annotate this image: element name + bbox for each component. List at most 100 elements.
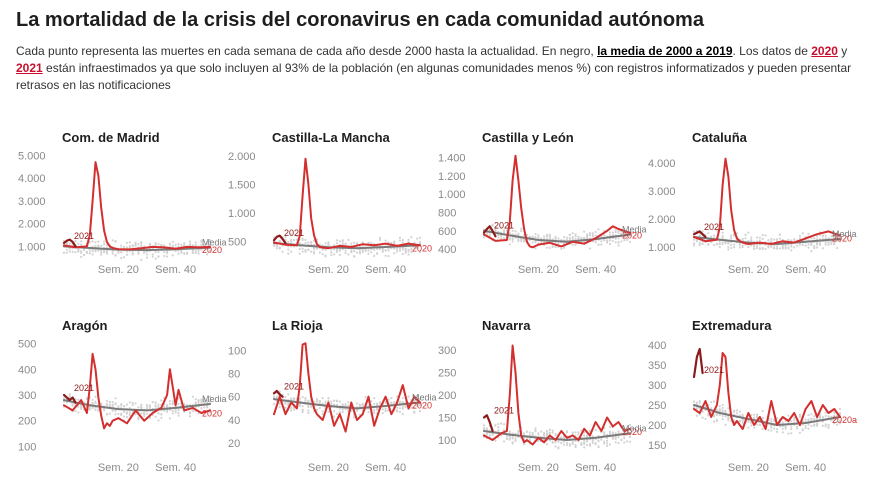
history-point: [395, 406, 399, 409]
history-point: [755, 415, 759, 418]
history-point: [168, 417, 172, 420]
page-title: La mortalidad de la crisis del coronavir…: [16, 9, 704, 31]
history-point: [574, 445, 577, 449]
history-point: [698, 234, 701, 237]
history-point: [707, 232, 710, 235]
history-point: [617, 430, 620, 433]
history-point: [554, 432, 557, 435]
history-point: [114, 240, 117, 243]
history-point: [410, 250, 413, 254]
history-point: [577, 431, 580, 434]
history-point: [163, 406, 166, 409]
history-point: [565, 443, 569, 446]
history-point: [131, 245, 134, 248]
history-point: [815, 246, 819, 249]
history-point: [401, 407, 404, 410]
history-point: [358, 252, 361, 255]
history-point: [494, 227, 497, 230]
history-point: [203, 244, 206, 247]
history-point: [208, 249, 212, 252]
y-tick-label: 1.500: [228, 179, 256, 191]
y-tick-label: 2.000: [648, 214, 676, 226]
history-point: [704, 417, 707, 421]
history-point: [568, 444, 571, 447]
history-point: [102, 243, 106, 246]
history-point: [830, 235, 833, 238]
history-point: [718, 241, 721, 245]
history-point: [318, 251, 321, 254]
history-point: [540, 430, 543, 433]
history-point: [545, 235, 549, 238]
history-point: [838, 407, 842, 411]
history-point: [191, 409, 194, 413]
history-point: [807, 243, 810, 246]
history-point: [137, 406, 140, 409]
history-point: [591, 438, 594, 442]
history-point: [591, 235, 594, 238]
history-point: [502, 229, 506, 232]
history-point: [341, 403, 344, 406]
history-point: [554, 235, 557, 238]
history-point: [395, 250, 399, 253]
history-point: [784, 246, 787, 249]
history-point: [80, 250, 83, 253]
history-point: [137, 418, 140, 421]
history-point: [531, 241, 534, 244]
history-point: [105, 402, 109, 405]
history-point: [798, 431, 802, 434]
x-tick-label: Sem. 40: [155, 264, 196, 276]
history-point: [91, 401, 94, 405]
history-point: [611, 432, 614, 435]
history-point: [824, 414, 827, 418]
x-tick-label: Sem. 20: [308, 264, 349, 276]
history-point: [312, 247, 316, 251]
history-point: [200, 407, 203, 410]
history-point: [171, 244, 174, 247]
history-point: [401, 405, 404, 408]
history-point: [398, 249, 402, 252]
history-point: [100, 251, 103, 254]
history-point: [287, 248, 290, 251]
history-point: [545, 237, 549, 241]
history-point: [571, 237, 574, 240]
history-point: [502, 236, 506, 240]
media-link[interactable]: la media de 2000 a 2019: [597, 44, 733, 58]
history-point: [393, 401, 396, 404]
series-2020-line: [483, 154, 631, 249]
history-point: [755, 423, 759, 426]
history-point: [761, 427, 764, 430]
history-point: [617, 241, 620, 244]
history-point: [324, 248, 327, 251]
history-point: [563, 246, 566, 249]
history-point: [94, 244, 97, 248]
history-point: [206, 406, 209, 409]
history-point: [177, 414, 180, 417]
series-2020-line: [63, 161, 211, 251]
history-point: [810, 241, 813, 245]
series-2020-line: [693, 157, 841, 245]
y-tick-label: 2.000: [18, 219, 46, 231]
history-point: [695, 401, 698, 404]
y-tick-label: 600: [438, 226, 456, 238]
year-2020-link[interactable]: 2020: [811, 44, 838, 58]
history-point: [375, 403, 379, 406]
history-point: [520, 229, 523, 233]
history-point: [74, 409, 77, 413]
history-point: [761, 234, 764, 237]
history-point: [197, 412, 200, 415]
history-point: [571, 442, 574, 446]
history-point: [353, 255, 356, 258]
label-media: Media: [622, 423, 647, 433]
history-point: [335, 403, 339, 406]
history-point: [712, 400, 716, 403]
history-point: [594, 442, 597, 446]
history-point: [548, 238, 551, 241]
year-2021-link[interactable]: 2021: [16, 61, 43, 75]
history-point: [778, 237, 781, 240]
history-point: [171, 412, 174, 415]
history-point: [324, 242, 327, 245]
history-point: [611, 239, 614, 243]
history-point: [718, 408, 721, 411]
history-point: [180, 250, 183, 253]
history-point: [191, 395, 194, 398]
